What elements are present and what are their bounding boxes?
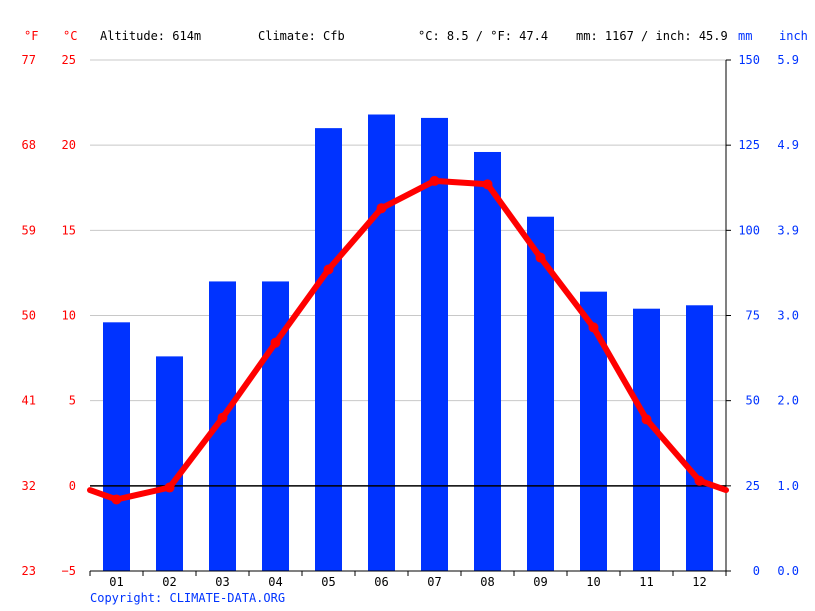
temperature-series-line bbox=[87, 177, 729, 503]
celsius-tick-label: 5 bbox=[69, 394, 76, 408]
month-tick-label: 01 bbox=[109, 575, 123, 589]
celsius-tick-label: 0 bbox=[69, 479, 76, 493]
fahrenheit-tick-label: 32 bbox=[22, 479, 36, 493]
precipitation-bar bbox=[156, 356, 183, 571]
month-tick-label: 05 bbox=[321, 575, 335, 589]
precipitation-bar bbox=[527, 216, 554, 571]
temperature-point bbox=[376, 203, 387, 214]
temperature-point bbox=[111, 494, 122, 505]
precipitation-bar bbox=[421, 117, 448, 571]
fahrenheit-tick-label: 50 bbox=[22, 309, 36, 323]
inch-tick-label: 5.9 bbox=[777, 53, 799, 67]
inch-tick-label: 3.0 bbox=[777, 309, 799, 323]
precipitation-bar bbox=[315, 128, 342, 571]
grid-lines bbox=[90, 59, 726, 572]
precipitation-bar bbox=[103, 322, 130, 571]
fahrenheit-tick-label: 23 bbox=[22, 564, 36, 578]
mm-tick-label: 50 bbox=[746, 394, 760, 408]
inch-tick-label: 1.0 bbox=[777, 479, 799, 493]
month-tick-label: 10 bbox=[586, 575, 600, 589]
temperature-point bbox=[323, 264, 334, 275]
mm-tick-label: 75 bbox=[746, 309, 760, 323]
celsius-unit-label: °C bbox=[63, 29, 77, 43]
mm-tick-label: 100 bbox=[738, 223, 760, 237]
temperature-line bbox=[87, 175, 729, 505]
month-tick-label: 06 bbox=[374, 575, 388, 589]
celsius-tick-label: 10 bbox=[62, 309, 76, 323]
mm-tick-label: 150 bbox=[738, 53, 760, 67]
inch-tick-label: 2.0 bbox=[777, 394, 799, 408]
precipitation-bar bbox=[368, 114, 395, 572]
month-tick-label: 07 bbox=[427, 575, 441, 589]
copyright-label: Copyright: CLIMATE-DATA.ORG bbox=[90, 591, 286, 605]
celsius-tick-label: 15 bbox=[62, 223, 76, 237]
inch-unit-label: inch bbox=[779, 29, 808, 43]
fahrenheit-tick-label: 59 bbox=[22, 223, 36, 237]
celsius-tick-label: 25 bbox=[62, 53, 76, 67]
mm-tick-label: 0 bbox=[753, 564, 760, 578]
celsius-tick-label: −5 bbox=[62, 564, 76, 578]
temperature-point bbox=[482, 179, 493, 190]
tick-labels: 77 25 150 5.968 20 125 4.959 15 100 3.950 10 75 3.04… bbox=[22, 53, 799, 589]
month-tick-label: 04 bbox=[268, 575, 282, 589]
temperature-point bbox=[588, 322, 599, 333]
precipitation-bar bbox=[633, 308, 660, 571]
temperature-summary: °C: 8.5 / °F: 47.4 bbox=[418, 29, 548, 43]
precipitation-bars bbox=[103, 114, 713, 572]
inch-tick-label: 4.9 bbox=[777, 138, 799, 152]
month-tick-label: 02 bbox=[162, 575, 176, 589]
mm-unit-label: mm bbox=[738, 29, 752, 43]
precipitation-summary: mm: 1167 / inch: 45.9 bbox=[576, 29, 728, 43]
precipitation-bar bbox=[580, 291, 607, 571]
precipitation-bar bbox=[474, 151, 501, 572]
temperature-point bbox=[694, 475, 705, 486]
temperature-point bbox=[641, 414, 652, 425]
fahrenheit-tick-label: 41 bbox=[22, 394, 36, 408]
month-tick-label: 09 bbox=[533, 575, 547, 589]
temperature-point bbox=[535, 252, 546, 263]
inch-tick-label: 3.9 bbox=[777, 223, 799, 237]
axes bbox=[89, 59, 731, 576]
month-tick-label: 11 bbox=[639, 575, 653, 589]
altitude-label: Altitude: 614m bbox=[100, 29, 201, 43]
fahrenheit-unit-label: °F bbox=[24, 29, 38, 43]
temperature-point bbox=[429, 175, 440, 186]
mm-tick-label: 125 bbox=[738, 138, 760, 152]
fahrenheit-tick-label: 68 bbox=[22, 138, 36, 152]
month-tick-label: 03 bbox=[215, 575, 229, 589]
temperature-point bbox=[164, 482, 175, 493]
temperature-point bbox=[270, 337, 281, 348]
celsius-tick-label: 20 bbox=[62, 138, 76, 152]
temperature-point bbox=[217, 412, 228, 423]
month-tick-label: 12 bbox=[692, 575, 706, 589]
fahrenheit-tick-label: 77 bbox=[22, 53, 36, 67]
precipitation-bar bbox=[686, 305, 713, 571]
inch-tick-label: 0.0 bbox=[777, 564, 799, 578]
mm-tick-label: 25 bbox=[746, 479, 760, 493]
climate-label: Climate: Cfb bbox=[258, 29, 345, 43]
month-tick-label: 08 bbox=[480, 575, 494, 589]
